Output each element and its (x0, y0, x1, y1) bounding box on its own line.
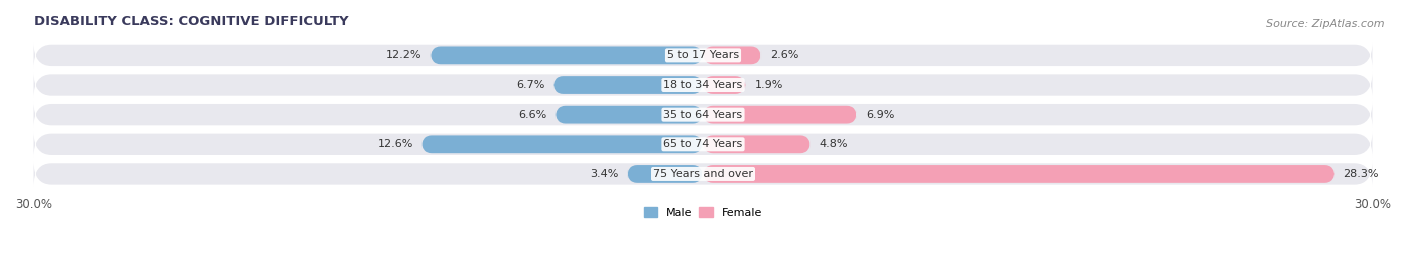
FancyBboxPatch shape (34, 131, 1372, 157)
Text: 75 Years and over: 75 Years and over (652, 169, 754, 179)
Text: 28.3%: 28.3% (1344, 169, 1379, 179)
Text: 65 to 74 Years: 65 to 74 Years (664, 139, 742, 149)
FancyBboxPatch shape (34, 102, 1372, 128)
FancyBboxPatch shape (703, 106, 858, 124)
Text: 3.4%: 3.4% (591, 169, 619, 179)
Text: 12.2%: 12.2% (387, 50, 422, 60)
FancyBboxPatch shape (554, 76, 703, 94)
Text: 6.9%: 6.9% (866, 110, 894, 120)
Text: Source: ZipAtlas.com: Source: ZipAtlas.com (1267, 19, 1385, 29)
Text: 18 to 34 Years: 18 to 34 Years (664, 80, 742, 90)
Text: 5 to 17 Years: 5 to 17 Years (666, 50, 740, 60)
Text: 2.6%: 2.6% (770, 50, 799, 60)
Text: DISABILITY CLASS: COGNITIVE DIFFICULTY: DISABILITY CLASS: COGNITIVE DIFFICULTY (34, 15, 349, 28)
FancyBboxPatch shape (422, 136, 703, 153)
FancyBboxPatch shape (34, 72, 1372, 98)
FancyBboxPatch shape (627, 165, 703, 183)
FancyBboxPatch shape (34, 42, 1372, 68)
FancyBboxPatch shape (703, 165, 1334, 183)
Text: 4.8%: 4.8% (820, 139, 848, 149)
Text: 6.6%: 6.6% (519, 110, 547, 120)
FancyBboxPatch shape (703, 136, 810, 153)
FancyBboxPatch shape (34, 161, 1372, 187)
Legend: Male, Female: Male, Female (640, 203, 766, 222)
Text: 12.6%: 12.6% (377, 139, 413, 149)
FancyBboxPatch shape (430, 46, 703, 64)
Text: 6.7%: 6.7% (516, 80, 544, 90)
Text: 1.9%: 1.9% (755, 80, 783, 90)
FancyBboxPatch shape (703, 46, 761, 64)
FancyBboxPatch shape (555, 106, 703, 124)
FancyBboxPatch shape (703, 76, 745, 94)
Text: 35 to 64 Years: 35 to 64 Years (664, 110, 742, 120)
